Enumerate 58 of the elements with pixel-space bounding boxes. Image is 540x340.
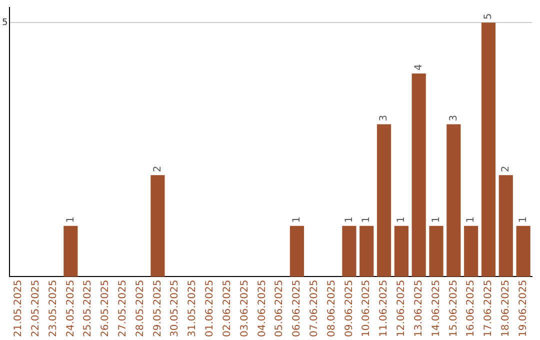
bar [342,226,356,277]
x-tick-label: 28.05.2025 [134,280,146,338]
x-tick-label: 02.06.2025 [222,280,233,338]
bar [150,175,165,277]
data-label: 2 [152,166,164,172]
x-tick-label: 30.05.2025 [170,280,181,338]
bar [412,73,426,277]
x-tick-label: 07.06.2025 [308,280,320,338]
x-tick-label: 25.05.2025 [82,280,94,338]
data-label: 1 [361,216,372,223]
x-tick-label: 19.06.2025 [518,280,529,338]
x-tick-label: 09.06.2025 [344,280,355,338]
data-label: 1 [292,216,303,223]
bar [290,226,304,277]
x-tick-label: 03.06.2025 [239,280,250,338]
x-tick-label: 17.06.2025 [483,280,494,338]
x-tick-label: 29.05.2025 [152,280,164,338]
x-tick-label: 08.06.2025 [326,280,338,338]
x-tick-label: 21.05.2025 [13,280,24,338]
bar [516,226,530,277]
bar [498,175,513,277]
bar [464,226,478,277]
data-label: 3 [448,114,460,122]
data-label: 2 [500,166,512,172]
x-tick-label: 06.06.2025 [292,280,303,338]
x-tick-label: 31.05.2025 [187,280,198,338]
data-label: 1 [430,216,442,223]
x-tick-label: 04.06.2025 [256,280,268,338]
x-tick-label: 05.06.2025 [274,280,286,338]
data-label: 1 [65,216,76,223]
x-tick-label: 16.06.2025 [466,280,477,338]
x-tick-label: 23.05.2025 [48,280,59,338]
data-label: 1 [396,216,408,223]
bar [429,226,444,277]
data-label: 5 [483,13,494,20]
x-tick-label: 24.05.2025 [65,280,76,338]
bar [376,124,392,277]
x-tick-label: 18.06.2025 [500,280,512,338]
bar [360,226,374,277]
data-label: 3 [378,114,390,122]
x-tick-label: 26.05.2025 [100,280,112,338]
data-label: 1 [518,216,529,223]
data-label: 1 [344,216,355,223]
bar [446,124,461,277]
data-label: 4 [413,64,424,70]
x-tick-label: 22.05.2025 [30,280,42,338]
bar [64,226,78,277]
bar [394,226,408,277]
bar [481,22,496,277]
x-tick-label: 10.06.2025 [361,280,372,338]
x-tick-label: 14.06.2025 [430,280,442,338]
data-label: 1 [466,216,477,223]
x-tick-label: 13.06.2025 [413,280,424,338]
x-tick-label: 01.06.2025 [204,280,216,338]
x-tick-label: 12.06.2025 [396,280,408,338]
x-tick-label: 11.06.2025 [378,280,390,338]
x-tick-label: 27.05.2025 [117,280,128,338]
x-tick-label: 15.06.2025 [448,280,460,338]
